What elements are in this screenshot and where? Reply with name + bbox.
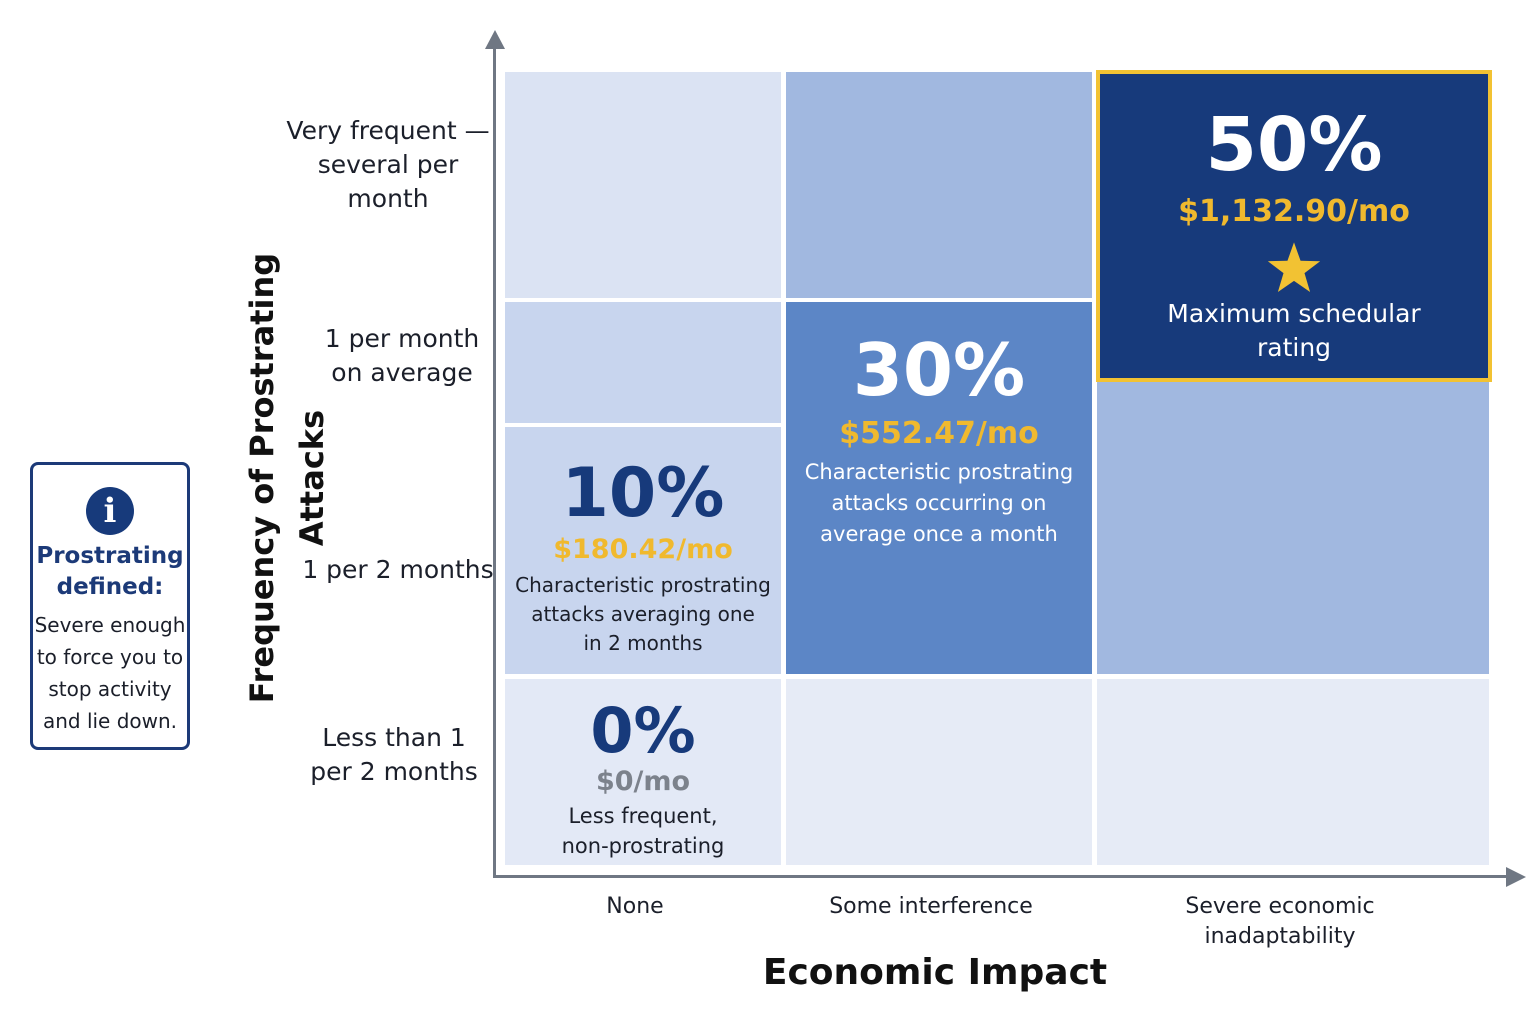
rating-desc-line: in 2 months bbox=[583, 631, 703, 655]
row-label-very-frequent: Very frequent — several per month bbox=[278, 114, 498, 216]
x-axis-arrow-icon bbox=[1506, 867, 1526, 887]
cell-max-rating bbox=[1096, 70, 1492, 382]
info-body-line: Severe enough bbox=[34, 613, 186, 637]
cell-none-two-months bbox=[505, 427, 781, 674]
col-label-line: Severe economic bbox=[1185, 894, 1375, 919]
info-box: i Prostrating defined: Severe enough to … bbox=[30, 462, 190, 750]
rating-desc-line: Less frequent, bbox=[568, 804, 718, 828]
cell-none-monthly bbox=[505, 302, 781, 423]
row-label-line: Very frequent — bbox=[286, 116, 490, 145]
rating-30: 30% $552.47/mo Characteristic prostratin… bbox=[786, 334, 1092, 550]
rating-amount: $0/mo bbox=[595, 766, 691, 797]
info-title-line2: defined: bbox=[56, 574, 164, 600]
row-label-line: Less than 1 bbox=[322, 723, 466, 752]
rating-amount: $1,132.90/mo bbox=[1178, 194, 1410, 229]
rating-amount: $180.42/mo bbox=[553, 534, 733, 565]
info-title-line1: Prostrating bbox=[36, 543, 184, 569]
rating-desc-line: average once a month bbox=[820, 522, 1058, 546]
col-label-none: None bbox=[545, 892, 725, 922]
info-body-line: to force you to bbox=[36, 645, 184, 669]
y-axis-line bbox=[493, 44, 496, 878]
row-label-line: several per month bbox=[317, 150, 459, 213]
info-body-line: stop activity bbox=[48, 677, 172, 701]
y-axis-title: Frequency of Prostrating Attacks bbox=[243, 252, 331, 704]
cell-some-less-than bbox=[786, 679, 1092, 865]
rating-desc-line: attacks averaging one bbox=[531, 602, 755, 626]
rating-50: 50% $1,132.90/mo Maximum schedular ratin… bbox=[1098, 108, 1490, 365]
rating-desc-line: non-prostrating bbox=[561, 834, 725, 858]
rating-percent: 50% bbox=[1205, 102, 1383, 188]
y-axis-arrow-icon bbox=[485, 30, 505, 49]
cell-none-less-than bbox=[505, 679, 781, 865]
row-label-monthly: 1 per month on average bbox=[292, 322, 512, 390]
col-label-severe: Severe economic inadaptability bbox=[1160, 892, 1400, 952]
info-body: Severe enough to force you to stop activ… bbox=[33, 609, 187, 737]
rating-desc-line: Characteristic prostrating bbox=[515, 573, 771, 597]
rating-desc-line: Characteristic prostrating bbox=[804, 460, 1074, 484]
col-label-line: None bbox=[606, 894, 664, 919]
col-label-line: inadaptability bbox=[1204, 924, 1356, 949]
row-label-less-than: Less than 1 per 2 months bbox=[284, 721, 504, 789]
info-body-line: and lie down. bbox=[42, 709, 178, 733]
rating-10: 10% $180.42/mo Characteristic prostratin… bbox=[505, 460, 781, 658]
rating-percent: 10% bbox=[561, 454, 725, 533]
rating-percent: 30% bbox=[852, 328, 1026, 412]
rating-desc-line: rating bbox=[1256, 333, 1332, 362]
row-label-line: 1 per 2 months bbox=[302, 555, 494, 584]
x-axis-title: Economic Impact bbox=[762, 952, 1108, 993]
cell-some-very-frequent bbox=[786, 72, 1092, 298]
info-icon: i bbox=[86, 487, 134, 535]
col-label-some-interference: Some interference bbox=[806, 892, 1056, 922]
cell-severe-less-than bbox=[1097, 679, 1489, 865]
star-icon bbox=[1267, 242, 1321, 293]
rating-desc-line: attacks occurring on bbox=[831, 491, 1047, 515]
cell-none-very-frequent bbox=[505, 72, 781, 298]
rating-0: 0% $0/mo Less frequent, non-prostrating bbox=[505, 700, 781, 861]
rating-amount: $552.47/mo bbox=[839, 416, 1039, 451]
col-label-line: Some interference bbox=[829, 894, 1033, 919]
row-label-line: on average bbox=[331, 358, 473, 387]
row-label-line: per 2 months bbox=[310, 757, 478, 786]
cell-some-monthly bbox=[786, 302, 1092, 674]
x-axis-line bbox=[493, 875, 1513, 878]
row-label-two-months: 1 per 2 months bbox=[288, 553, 508, 587]
rating-percent: 0% bbox=[590, 694, 696, 767]
rating-desc-line: Maximum schedular bbox=[1167, 299, 1421, 328]
row-label-line: 1 per month bbox=[324, 324, 480, 353]
